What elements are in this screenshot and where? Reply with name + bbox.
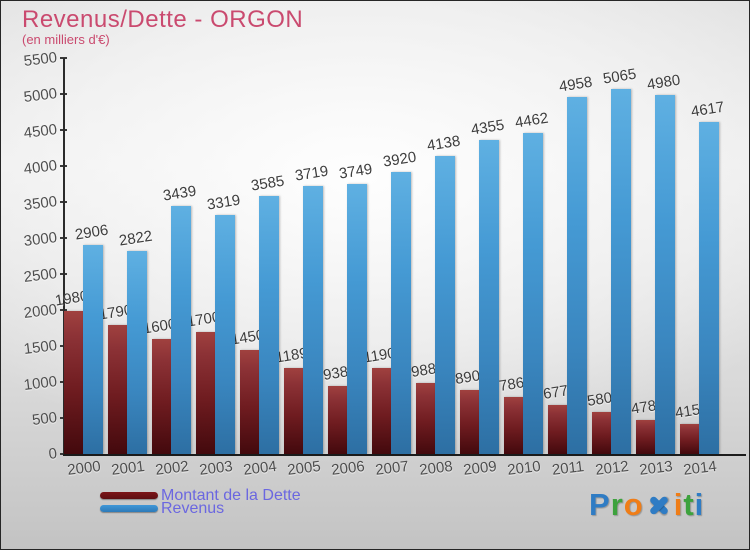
bar-label-revenus-2014: 4617 <box>689 98 726 121</box>
bar-revenus-2011 <box>567 97 587 454</box>
bar-label-revenus-2010: 4462 <box>513 109 550 132</box>
bar-dette-2011 <box>547 405 567 454</box>
bar-revenus-2012 <box>611 89 631 454</box>
legend: Montant de la Dette Revenus <box>100 487 301 517</box>
y-tick-label-5000: 5000 <box>22 85 59 107</box>
legend-item-revenus: Revenus <box>100 500 301 517</box>
bar-revenus-2007 <box>391 171 411 454</box>
y-tick-label-5500: 5500 <box>22 49 59 71</box>
bar-dette-2014 <box>679 424 699 454</box>
y-tick-label-3000: 3000 <box>22 229 59 251</box>
y-tick-label-1000: 1000 <box>22 373 59 395</box>
bar-revenus-2001 <box>127 250 147 454</box>
bar-revenus-2009 <box>479 140 499 454</box>
y-tick-label-4500: 4500 <box>22 121 59 143</box>
bar-revenus-2002 <box>171 206 191 454</box>
bar-dette-2005 <box>283 368 303 454</box>
logo-letter-r: r <box>610 487 624 522</box>
bar-dette-2007 <box>371 368 391 454</box>
bar-dette-2003 <box>195 331 215 454</box>
logo-letter-i: i <box>673 487 684 522</box>
legend-label-dette: Montant de la Dette <box>161 487 301 504</box>
legend-item-dette: Montant de la Dette <box>100 487 301 504</box>
bar-revenus-2006 <box>347 184 367 454</box>
logo-letter-o: o <box>623 487 644 522</box>
legend-swatch-revenus <box>100 505 158 512</box>
y-tick-label-2500: 2500 <box>22 265 59 287</box>
bar-dette-2002 <box>151 338 171 454</box>
bar-dette-2012 <box>591 412 611 454</box>
y-tick-label-1500: 1500 <box>22 337 59 359</box>
bar-revenus-2014 <box>699 121 719 454</box>
bar-revenus-2000 <box>83 244 103 454</box>
bar-revenus-2013 <box>655 95 675 454</box>
logo-letter-x-icon <box>646 492 672 518</box>
y-tick-label-4000: 4000 <box>22 157 59 179</box>
bar-revenus-2008 <box>435 156 455 454</box>
bar-revenus-2005 <box>303 186 323 454</box>
bar-dette-2008 <box>415 382 435 454</box>
logo-letter-t: t <box>683 487 695 522</box>
bar-dette-2013 <box>635 419 655 454</box>
bar-dette-2000 <box>63 311 83 454</box>
bar-dette-2009 <box>459 389 479 454</box>
y-tick-label-3500: 3500 <box>22 193 59 215</box>
legend-label-revenus: Revenus <box>161 500 225 517</box>
logo-letter-i: i <box>694 487 705 522</box>
chart-subtitle: (en milliers d'€) <box>22 32 110 47</box>
bar-revenus-2003 <box>215 215 235 454</box>
logo-letter-P: P <box>589 487 611 522</box>
bar-dette-2004 <box>239 349 259 454</box>
bar-dette-2001 <box>107 325 127 454</box>
chart-title: Revenus/Dette - ORGON <box>22 6 304 33</box>
legend-swatch-dette <box>100 492 158 499</box>
bar-dette-2006 <box>327 386 347 454</box>
bar-revenus-2004 <box>259 195 279 454</box>
bar-revenus-2010 <box>523 132 543 454</box>
y-tick-label-500: 500 <box>31 409 59 429</box>
y-tick-label-0: 0 <box>47 445 59 463</box>
y-axis-line <box>63 58 65 454</box>
bar-dette-2010 <box>503 397 523 454</box>
x-axis-line <box>63 454 746 456</box>
